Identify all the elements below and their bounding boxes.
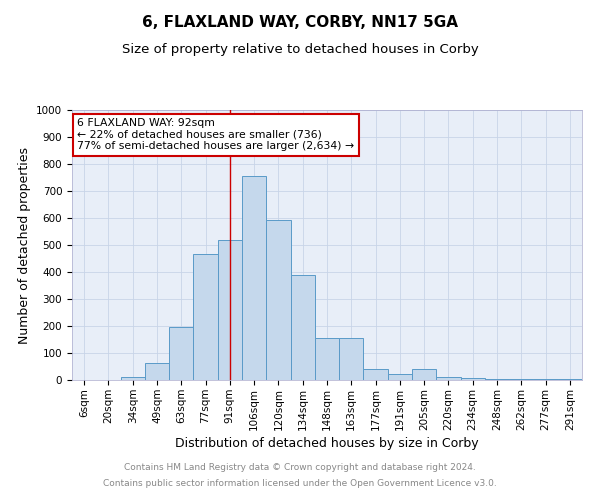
- Bar: [145, 363, 169, 380]
- Bar: [242, 176, 266, 380]
- Bar: [266, 220, 290, 380]
- Bar: [339, 338, 364, 380]
- Bar: [485, 379, 509, 380]
- Bar: [218, 240, 242, 380]
- Bar: [412, 369, 436, 380]
- Text: Size of property relative to detached houses in Corby: Size of property relative to detached ho…: [122, 42, 478, 56]
- Bar: [169, 328, 193, 380]
- Bar: [436, 378, 461, 380]
- Bar: [193, 254, 218, 380]
- Text: 6, FLAXLAND WAY, CORBY, NN17 5GA: 6, FLAXLAND WAY, CORBY, NN17 5GA: [142, 15, 458, 30]
- Text: Contains public sector information licensed under the Open Government Licence v3: Contains public sector information licen…: [103, 478, 497, 488]
- Bar: [533, 378, 558, 380]
- Bar: [290, 274, 315, 380]
- X-axis label: Distribution of detached houses by size in Corby: Distribution of detached houses by size …: [175, 436, 479, 450]
- Bar: [558, 378, 582, 380]
- Bar: [364, 369, 388, 380]
- Bar: [388, 374, 412, 380]
- Text: 6 FLAXLAND WAY: 92sqm
← 22% of detached houses are smaller (736)
77% of semi-det: 6 FLAXLAND WAY: 92sqm ← 22% of detached …: [77, 118, 354, 152]
- Bar: [461, 378, 485, 380]
- Bar: [315, 338, 339, 380]
- Bar: [121, 377, 145, 380]
- Y-axis label: Number of detached properties: Number of detached properties: [17, 146, 31, 344]
- Text: Contains HM Land Registry data © Crown copyright and database right 2024.: Contains HM Land Registry data © Crown c…: [124, 464, 476, 472]
